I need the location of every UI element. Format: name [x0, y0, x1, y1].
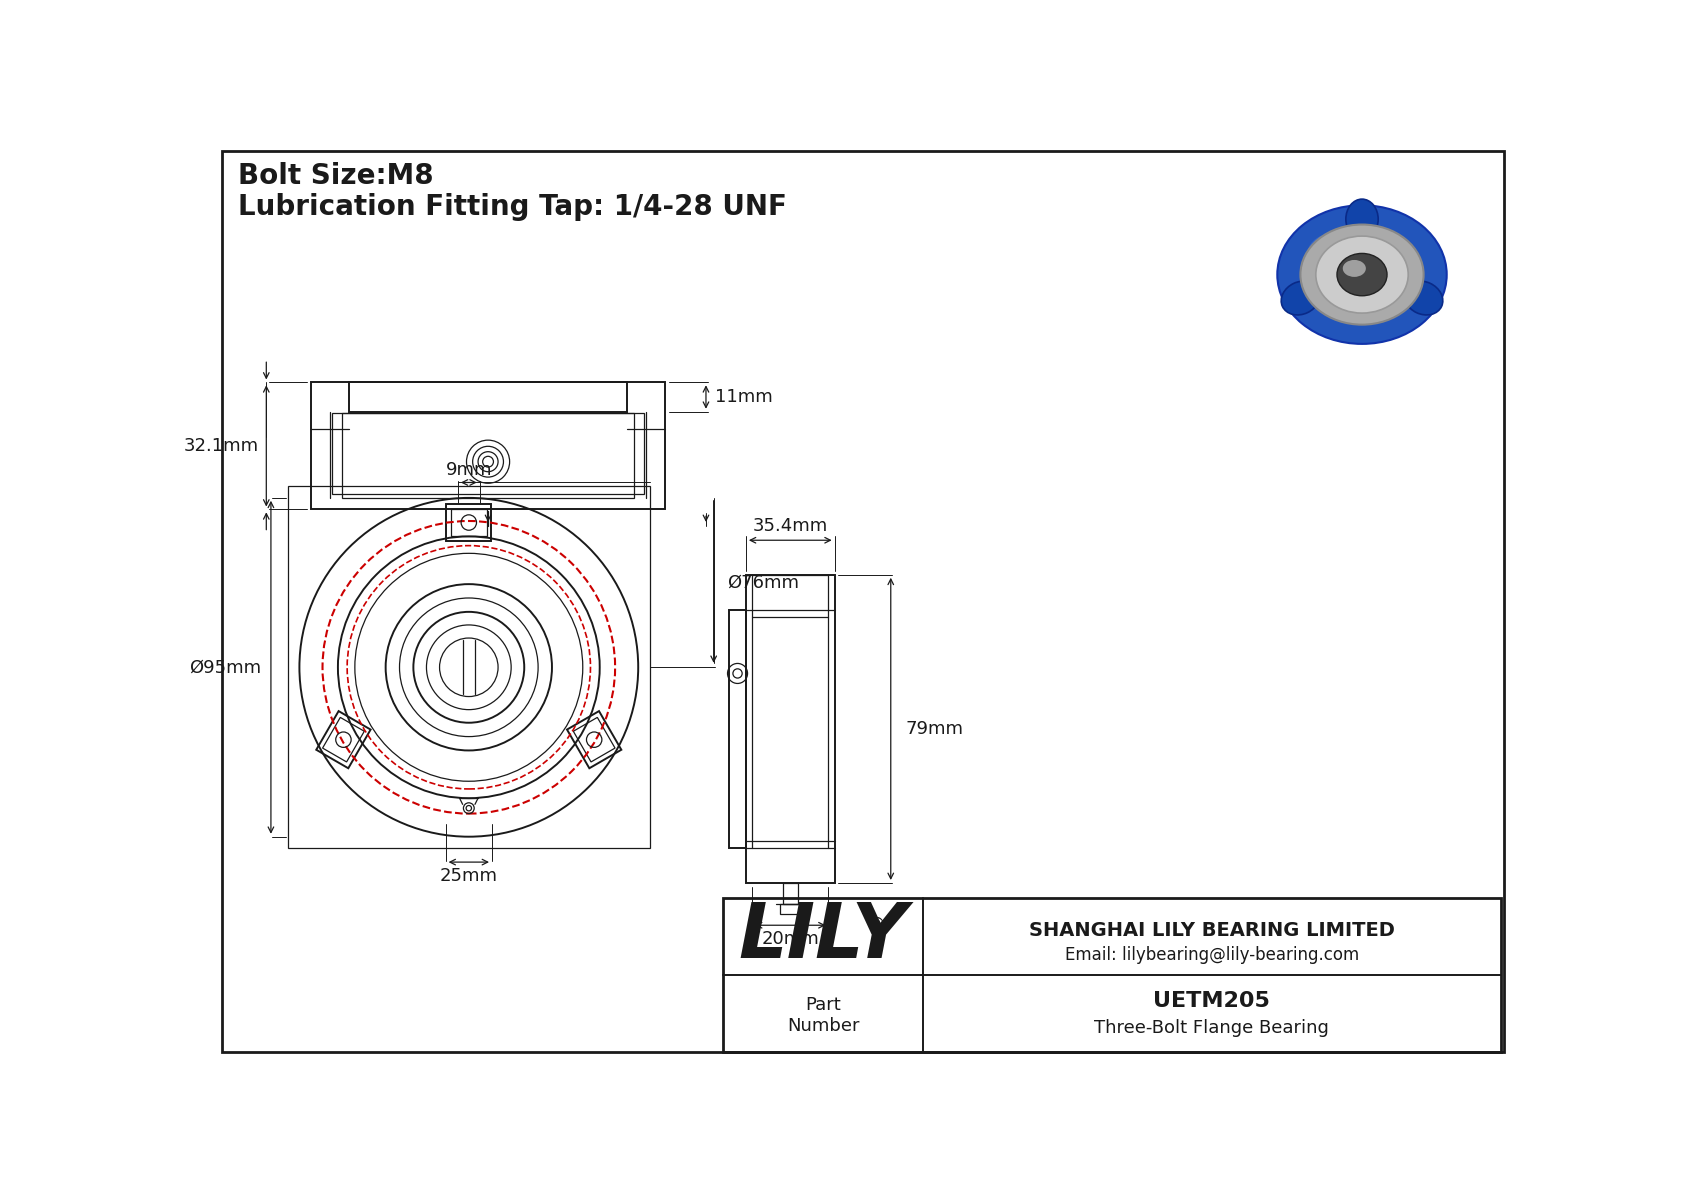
Bar — [323, 717, 364, 762]
Text: ®: ® — [867, 916, 886, 934]
Bar — [446, 504, 492, 541]
Text: LILY: LILY — [739, 899, 908, 974]
Ellipse shape — [1300, 225, 1423, 325]
Text: Three-Bolt Flange Bearing: Three-Bolt Flange Bearing — [1095, 1018, 1329, 1036]
Text: Part
Number: Part Number — [786, 996, 859, 1035]
Text: 35.4mm: 35.4mm — [753, 517, 829, 536]
Bar — [573, 717, 615, 762]
Ellipse shape — [1282, 281, 1320, 314]
Text: SHANGHAI LILY BEARING LIMITED: SHANGHAI LILY BEARING LIMITED — [1029, 921, 1394, 940]
Ellipse shape — [1342, 260, 1366, 276]
Text: 79mm: 79mm — [906, 719, 963, 738]
Ellipse shape — [1276, 205, 1447, 344]
Text: UETM205: UETM205 — [1154, 991, 1270, 1011]
Ellipse shape — [1315, 236, 1408, 313]
Bar — [783, 883, 798, 904]
Ellipse shape — [1308, 232, 1369, 270]
Bar — [317, 711, 370, 768]
Bar — [729, 610, 746, 848]
Ellipse shape — [1346, 199, 1378, 239]
Text: Bolt Size:M8: Bolt Size:M8 — [237, 162, 433, 191]
Bar — [568, 711, 621, 768]
Text: 11mm: 11mm — [716, 388, 773, 406]
Text: Lubrication Fitting Tap: 1/4-28 UNF: Lubrication Fitting Tap: 1/4-28 UNF — [237, 193, 786, 220]
Text: 20mm: 20mm — [761, 930, 818, 948]
Bar — [722, 898, 1500, 1053]
Bar — [312, 382, 665, 510]
Bar — [753, 575, 829, 617]
Text: 9mm: 9mm — [446, 461, 492, 479]
Ellipse shape — [1404, 281, 1443, 314]
Text: Email: lilybearing@lily-bearing.com: Email: lilybearing@lily-bearing.com — [1064, 947, 1359, 965]
Text: 25mm: 25mm — [440, 867, 498, 885]
Bar — [451, 509, 487, 536]
Bar — [332, 413, 643, 494]
Bar — [350, 382, 626, 412]
Bar — [342, 413, 635, 498]
Bar — [288, 486, 650, 848]
Ellipse shape — [1337, 254, 1388, 295]
Bar — [780, 904, 802, 913]
Text: Ø76mm: Ø76mm — [727, 574, 798, 592]
Text: 32.1mm: 32.1mm — [184, 437, 259, 455]
Text: Ø95mm: Ø95mm — [189, 659, 261, 676]
Bar — [746, 575, 835, 883]
